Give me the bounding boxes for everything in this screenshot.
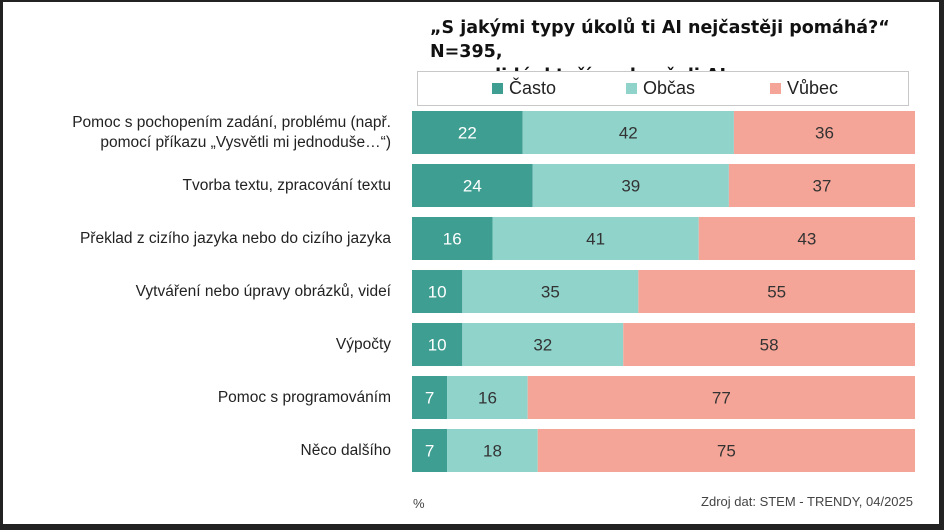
legend: Často Občas Vůbec: [417, 71, 909, 106]
data-label-vubec-6: 77: [712, 389, 731, 408]
bar-casto-2: [412, 164, 533, 207]
legend-label-obcas: Občas: [643, 78, 696, 98]
bar-obcas-5: [462, 323, 624, 366]
legend-item-obcas: Občas: [626, 72, 695, 105]
data-label-casto-2: 24: [463, 177, 482, 196]
data-label-vubec-2: 37: [812, 177, 831, 196]
bar-obcas-7: [447, 429, 538, 472]
bar-casto-3: [412, 217, 493, 260]
legend-item-vubec: Vůbec: [770, 72, 838, 105]
data-label-vubec-5: 58: [760, 336, 779, 355]
bar-vubec-5: [623, 323, 915, 366]
bar-casto-1: [412, 111, 523, 154]
bar-casto-6: [412, 376, 448, 419]
data-label-obcas-7: 18: [483, 442, 502, 461]
data-label-vubec-1: 36: [815, 124, 834, 143]
data-label-casto-4: 10: [428, 283, 447, 302]
data-label-obcas-5: 32: [533, 336, 552, 355]
data-label-casto-6: 7: [425, 389, 434, 408]
data-label-obcas-4: 35: [541, 283, 560, 302]
legend-swatch-obcas: [626, 83, 637, 94]
category-label-6: Pomoc s programováním: [11, 388, 391, 408]
legend-item-casto: Často: [492, 72, 556, 105]
data-label-obcas-3: 41: [586, 230, 605, 249]
bar-vubec-6: [527, 376, 915, 419]
chart-frame: „S jakými typy úkolů ti AI nejčastěji po…: [3, 2, 939, 524]
legend-label-casto: Často: [509, 78, 557, 98]
bar-casto-4: [412, 270, 463, 313]
bar-vubec-4: [638, 270, 915, 313]
category-label-line: Výpočty: [335, 335, 391, 353]
category-label-2: Tvorba textu, zpracování textu: [11, 176, 392, 196]
category-label-1: Pomoc s pochopením zadání, problému (nap…: [11, 113, 391, 153]
category-label-line: Tvorba textu, zpracování textu: [182, 176, 392, 194]
bar-obcas-3: [492, 217, 699, 260]
bar-casto-7: [412, 429, 448, 472]
data-label-vubec-3: 43: [797, 230, 816, 249]
data-label-casto-3: 16: [443, 230, 462, 249]
data-label-obcas-1: 42: [619, 124, 638, 143]
bar-vubec-3: [698, 217, 915, 260]
category-label-line: pomocí příkazu „Vysvětli mi jednoduše…“): [100, 133, 391, 151]
data-label-obcas-6: 16: [478, 389, 497, 408]
bar-vubec-7: [537, 429, 915, 472]
bar-vubec-1: [733, 111, 915, 154]
legend-swatch-casto: [492, 83, 503, 94]
bar-vubec-2: [728, 164, 915, 207]
category-label-7: Něco dalšího: [11, 441, 391, 461]
category-label-line: Pomoc s programováním: [217, 388, 391, 406]
data-label-casto-7: 7: [425, 442, 434, 461]
chart-title-line-1: „S jakými typy úkolů ti AI nejčastěji po…: [430, 18, 890, 62]
category-label-3: Překlad z cizího jazyka nebo do cizího j…: [11, 229, 391, 249]
legend-swatch-vubec: [770, 83, 781, 94]
bar-obcas-6: [447, 376, 528, 419]
bar-obcas-2: [532, 164, 729, 207]
category-label-5: Výpočty: [11, 335, 391, 355]
category-label-4: Vytváření nebo úpravy obrázků, videí: [11, 282, 391, 302]
legend-label-vubec: Vůbec: [787, 78, 839, 98]
data-label-casto-1: 22: [458, 124, 477, 143]
bar-obcas-4: [462, 270, 639, 313]
bar-casto-5: [412, 323, 463, 366]
category-label-line: Něco dalšího: [300, 441, 391, 459]
data-label-casto-5: 10: [428, 336, 447, 355]
data-label-obcas-2: 39: [621, 177, 640, 196]
category-label-line: Překlad z cizího jazyka nebo do cizího j…: [79, 229, 391, 247]
source-note: Zdroj dat: STEM - TRENDY, 04/2025: [701, 494, 913, 509]
data-label-vubec-4: 55: [767, 283, 786, 302]
data-label-vubec-7: 75: [717, 442, 736, 461]
unit-label: %: [413, 496, 425, 511]
bar-obcas-1: [522, 111, 734, 154]
category-label-line: Vytváření nebo úpravy obrázků, videí: [135, 282, 391, 300]
category-label-line: Pomoc s pochopením zadání, problému (nap…: [72, 113, 391, 131]
